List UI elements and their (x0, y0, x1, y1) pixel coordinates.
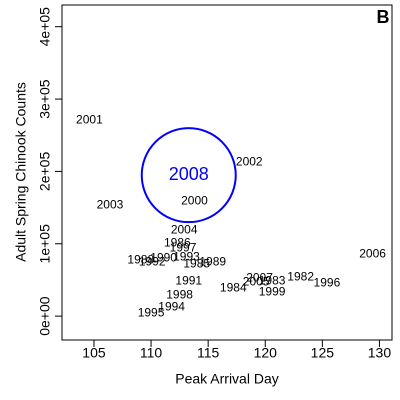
point-label: 1999 (259, 284, 286, 298)
point-label: 2001 (76, 112, 103, 126)
point-label: 1990 (150, 250, 177, 264)
point-label: 2007 (246, 270, 273, 284)
y-tick-label: 3e+05 (37, 79, 53, 119)
point-label: 1994 (158, 299, 185, 313)
y-axis-label: Adult Spring Chinook Counts (13, 82, 29, 262)
point-label: 1983 (259, 273, 286, 287)
x-tick-label: 115 (197, 345, 220, 361)
point-label: 2002 (236, 154, 263, 168)
x-tick-label: 120 (254, 345, 278, 361)
point-label: 1995 (138, 305, 165, 319)
point-label: 1986 (164, 235, 191, 249)
y-tick-label: 0e+00 (37, 296, 53, 336)
highlight-ring (140, 127, 237, 224)
point-label: 1998 (166, 287, 193, 301)
point-label: 2006 (359, 246, 386, 260)
point-label: 1984 (220, 280, 247, 294)
x-tick-label: 110 (140, 345, 163, 361)
point-label: 1985 (183, 256, 210, 270)
point-label: 2003 (97, 197, 124, 211)
point-label: 2008 (169, 164, 209, 184)
point-label: 1993 (173, 249, 200, 263)
y-tick-label: 1e+05 (37, 224, 53, 264)
point-label: 2005 (243, 274, 270, 288)
point-label: 1988 (127, 252, 154, 266)
x-tick-label: 105 (82, 345, 106, 361)
x-axis-label: Peak Arrival Day (175, 371, 278, 387)
point-label: 2000 (181, 193, 208, 207)
panel-label: B (377, 7, 390, 27)
point-label: 1996 (314, 275, 341, 289)
plot-box (61, 4, 393, 341)
point-label: 1982 (287, 269, 314, 283)
point-label: 1991 (175, 273, 202, 287)
x-tick-label: 125 (311, 345, 335, 361)
point-label: 1997 (170, 240, 197, 254)
y-tick-label: 2e+05 (37, 152, 53, 192)
point-label: 1992 (139, 254, 166, 268)
point-label: 2004 (171, 222, 198, 236)
y-tick-label: 4e+05 (37, 7, 53, 47)
x-tick-label: 130 (368, 345, 392, 361)
point-label: 1989 (199, 254, 226, 268)
